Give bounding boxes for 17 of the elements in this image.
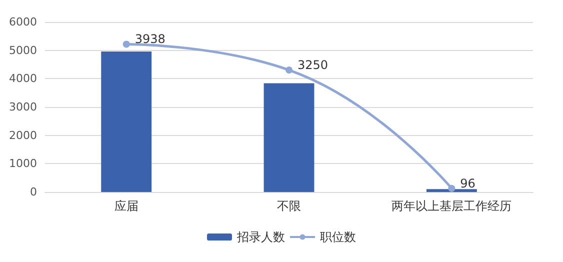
y-tick-label: 2000 — [9, 128, 37, 142]
legend-label: 职位数 — [320, 230, 356, 244]
x-tick-label: 两年以上基层工作经历 — [392, 199, 512, 213]
data-label: 3250 — [298, 58, 328, 72]
data-label: 96 — [460, 176, 476, 190]
y-tick-label: 0 — [30, 186, 37, 198]
bar — [264, 83, 314, 192]
y-tick-label: 3000 — [9, 100, 37, 114]
bar — [101, 51, 152, 192]
y-tick-label: 1000 — [9, 157, 37, 170]
legend-label: 招录人数 — [236, 230, 285, 244]
y-tick-label: 5000 — [9, 44, 37, 57]
x-tick-label: 应届 — [114, 199, 138, 213]
x-tick-label: 不限 — [277, 199, 301, 213]
data-label: 3938 — [134, 32, 166, 46]
y-tick-label: 4000 — [9, 72, 37, 86]
y-tick-label: 6000 — [9, 16, 37, 28]
